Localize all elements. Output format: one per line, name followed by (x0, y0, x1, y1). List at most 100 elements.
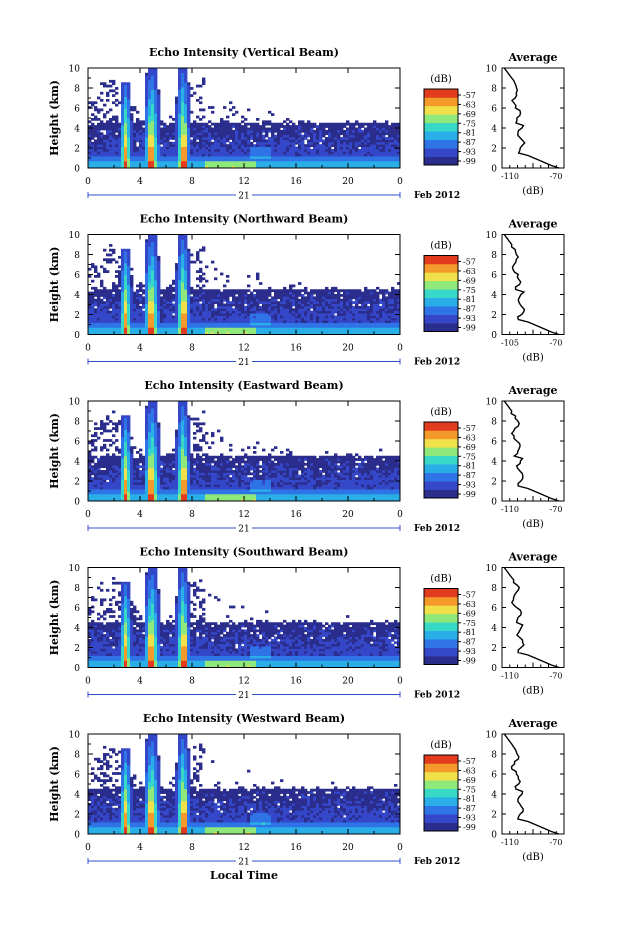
heatmap-cell (316, 132, 320, 136)
heatmap-cell (322, 151, 326, 155)
heatmap-cell (106, 253, 110, 257)
heatmap-cell (247, 298, 251, 302)
heatmap-cell (367, 156, 371, 159)
heatmap-cell (280, 137, 284, 140)
heatmap-cell (322, 301, 326, 304)
heatmap-cell (301, 165, 305, 169)
heatmap-cell (280, 291, 284, 295)
heatmap-cell (190, 134, 194, 138)
heatmap-cell (355, 301, 359, 304)
heatmap-cell (88, 129, 92, 133)
heatmap-cell (334, 153, 338, 157)
heatmap-cell (256, 139, 260, 143)
heatmap-cell (193, 310, 197, 314)
heatmap-cell (382, 151, 386, 155)
heatmap-cell (187, 110, 191, 114)
heatmap-cell (358, 327, 362, 331)
heatmap-cell (277, 163, 281, 167)
heatmap-cell (127, 329, 131, 333)
heatmap-cell (112, 115, 116, 119)
heatmap-cell (379, 144, 383, 147)
heatmap-cell (226, 329, 230, 333)
heatmap-cell (304, 158, 308, 162)
heatmap-cell (226, 165, 230, 169)
heatmap-cell (244, 129, 248, 133)
heatmap-cell (142, 320, 146, 323)
heatmap-cell (169, 289, 173, 293)
heatmap-cell (313, 134, 317, 138)
heatmap-cell (397, 317, 401, 321)
heatmap-cell (106, 165, 110, 169)
heatmap-cell (184, 255, 188, 259)
heatmap-cell (262, 165, 266, 169)
heatmap-cell (229, 310, 233, 314)
heatmap-cell (139, 165, 143, 169)
heatmap-cell (313, 320, 317, 323)
heatmap-cell (307, 153, 311, 157)
heatmap-cell (379, 317, 383, 321)
heatmap-cell (151, 106, 155, 109)
heatmap-cell (97, 303, 101, 307)
heatmap-cell (220, 148, 224, 152)
heatmap-cell (268, 286, 272, 290)
heatmap-cell (208, 127, 212, 131)
heatmap-cell (217, 294, 221, 297)
heatmap-cell (226, 332, 230, 335)
heatmap-cell (196, 315, 200, 319)
heatmap-cell (211, 110, 215, 114)
heatmap-cell (391, 122, 395, 126)
heatmap-cell (367, 139, 371, 143)
heatmap-cell (208, 320, 212, 323)
heatmap-cell (208, 327, 212, 331)
heatmap-cell (343, 289, 347, 293)
heatmap-cell (178, 82, 182, 86)
heatmap-cell (391, 141, 395, 145)
heatmap-cell (142, 165, 146, 169)
heatmap-cell (328, 324, 332, 328)
heatmap-cell (133, 310, 137, 314)
heatmap-cell (175, 267, 179, 271)
heatmap-cell (115, 160, 119, 164)
heatmap-cell (367, 329, 371, 333)
heatmap-cell (292, 317, 296, 321)
heatmap-cell (106, 467, 110, 471)
heatmap-cell (385, 315, 389, 319)
heatmap-cell (130, 282, 134, 285)
heatmap-cell (166, 286, 170, 290)
heatmap-cell (214, 146, 218, 150)
heatmap-cell (220, 298, 224, 302)
heatmap-cell (106, 491, 110, 495)
heatmap-cell (277, 125, 281, 128)
heatmap-cell (253, 324, 257, 328)
heatmap-cell (352, 289, 356, 293)
heatmap-cell (157, 132, 161, 136)
heatmap-cell (109, 296, 113, 300)
heatmap-cell (244, 125, 248, 128)
heatmap-cell (103, 443, 107, 447)
heatmap-cell (379, 305, 383, 309)
heatmap-cell (316, 291, 320, 295)
heatmap-cell (223, 298, 227, 302)
heatmap-cell (166, 153, 170, 157)
heatmap-cell (181, 244, 185, 247)
heatmap-cell (169, 308, 173, 312)
heatmap-cell (181, 258, 185, 262)
heatmap-cell (148, 322, 152, 326)
heatmap-cell (88, 486, 92, 490)
heatmap-cell (244, 134, 248, 138)
heatmap-cell (337, 132, 341, 136)
heatmap-cell (184, 279, 188, 283)
heatmap-cell (172, 122, 176, 126)
y-tick-label: 0 (74, 165, 80, 175)
colorbar-segment (424, 297, 458, 307)
heatmap-cell (154, 305, 158, 309)
heatmap-cell (391, 291, 395, 295)
heatmap-cell (88, 158, 92, 162)
heatmap-cell (175, 156, 179, 159)
heatmap-cell (367, 322, 371, 326)
heatmap-cell (124, 158, 128, 162)
heatmap-cell (97, 324, 101, 328)
heatmap-cell (283, 327, 287, 331)
heatmap-cell (286, 289, 290, 293)
heatmap-cell (154, 310, 158, 314)
